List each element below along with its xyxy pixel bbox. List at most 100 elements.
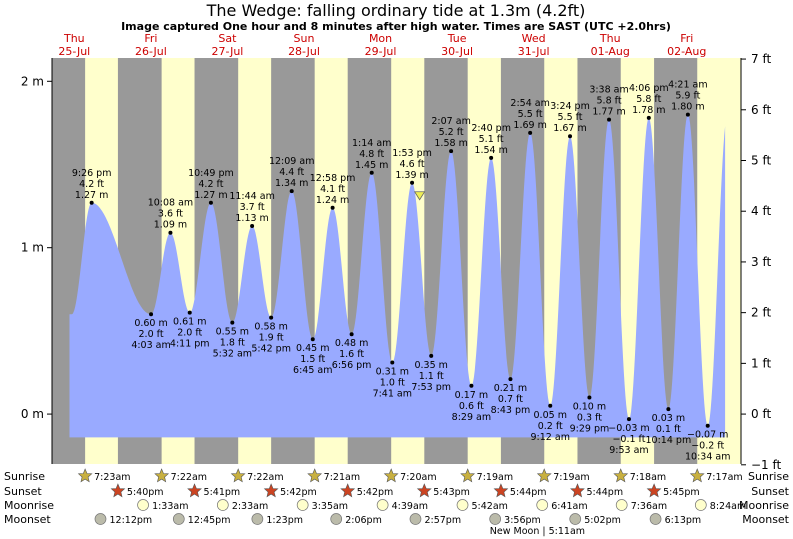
day-name: Thu xyxy=(599,32,621,45)
tide-m-label: 1.24 m xyxy=(316,195,349,206)
sunrise-time: 7:19am xyxy=(477,472,513,483)
moonset-time: 5:02pm xyxy=(584,515,621,526)
tide-m-label: 0.45 m xyxy=(296,343,329,354)
tide-ft-label: 4.4 ft xyxy=(279,167,304,178)
tide-point xyxy=(528,130,533,135)
tide-m-label: 0.55 m xyxy=(216,327,249,338)
moonset-icon xyxy=(649,513,662,525)
moonrise-time: 8:24am xyxy=(710,501,746,512)
moonset-icon xyxy=(172,513,185,525)
day-date: 01-Aug xyxy=(591,45,630,58)
day-date: 02-Aug xyxy=(667,45,706,58)
tide-m-label: 1.13 m xyxy=(235,213,268,224)
tide-m-label: 0.61 m xyxy=(173,317,206,328)
left-tick-label: 1 m xyxy=(21,241,44,255)
tide-ft-label: −0.2 ft xyxy=(691,441,724,452)
day-date: 27-Jul xyxy=(212,45,244,58)
sunset-time: 5:44pm xyxy=(586,487,623,498)
tide-point xyxy=(666,407,671,412)
tide-m-label: 1.45 m xyxy=(355,160,388,171)
moonset-icon xyxy=(569,513,582,525)
sunrise-icon xyxy=(460,468,476,483)
right-tick-label: 3 ft xyxy=(751,255,771,269)
tide-ft-label: 4.2 ft xyxy=(198,179,223,190)
right-tick-label: 7 ft xyxy=(751,52,771,66)
tide-ft-label: 0.1 ft xyxy=(656,424,681,435)
tide-point xyxy=(607,117,612,122)
day-date: 26-Jul xyxy=(135,45,167,58)
tide-time-label: 4:03 am xyxy=(131,340,170,351)
moonrise-icon xyxy=(456,499,469,511)
sunrise-icon xyxy=(613,468,629,483)
tide-point xyxy=(508,377,513,382)
tide-point xyxy=(289,189,294,194)
right-tick-label: 1 ft xyxy=(751,356,771,370)
sunset-time: 5:42pm xyxy=(357,487,394,498)
tide-ft-label: 0.3 ft xyxy=(577,412,602,423)
tide-m-label: 0.31 m xyxy=(376,367,409,378)
tide-ft-label: 4.8 ft xyxy=(359,149,384,160)
row-label-right-moonset: Moonset xyxy=(742,513,789,526)
moonrise-icon xyxy=(615,499,628,511)
day-date: 31-Jul xyxy=(518,45,550,58)
day-date: 28-Jul xyxy=(288,45,320,58)
day-date: 29-Jul xyxy=(365,45,397,58)
row-label-sunrise: Sunrise xyxy=(4,470,45,483)
tide-time-label: 9:26 pm xyxy=(72,168,112,179)
tide-m-label: 1.58 m xyxy=(434,138,467,149)
tide-ft-label: 1.0 ft xyxy=(380,378,405,389)
tide-ft-label: 3.6 ft xyxy=(158,209,183,220)
tide-m-label: 0.21 m xyxy=(494,383,527,394)
sunset-time: 5:44pm xyxy=(510,487,547,498)
chart-title: The Wedge: falling ordinary tide at 1.3m… xyxy=(206,1,586,20)
moonrise-time: 7:36am xyxy=(631,501,667,512)
row-label-sunset: Sunset xyxy=(4,485,42,498)
sunrise-time: 7:22am xyxy=(171,472,207,483)
tide-ft-label: 2.0 ft xyxy=(177,328,202,339)
tide-time-label: 1:14 am xyxy=(352,138,391,149)
sunset-time: 5:42pm xyxy=(280,487,317,498)
tide-time-label: 5:32 am xyxy=(213,349,252,360)
tide-ft-label: 5.8 ft xyxy=(597,96,622,107)
right-tick-label: 6 ft xyxy=(751,103,771,117)
tide-point xyxy=(587,395,592,400)
chart-subtitle: Image captured One hour and 8 minutes af… xyxy=(121,20,671,33)
tide-ft-label: 5.2 ft xyxy=(439,127,464,138)
day-name: Fri xyxy=(144,32,157,45)
tide-ft-label: 1.8 ft xyxy=(220,338,245,349)
day-name: Wed xyxy=(522,32,546,45)
tide-time-label: 11:44 am xyxy=(229,191,274,202)
moonset-time: 3:56pm xyxy=(504,515,541,526)
tide-m-label: 0.17 m xyxy=(455,390,488,401)
moonset-icon xyxy=(409,513,422,525)
current-level-marker xyxy=(413,191,426,201)
sunrise-icon xyxy=(154,468,170,483)
tide-time-label: 8:43 pm xyxy=(491,405,531,416)
tide-point xyxy=(410,180,415,185)
tide-m-label: 1.77 m xyxy=(592,107,625,118)
day-name: Thu xyxy=(63,32,85,45)
tide-point xyxy=(449,149,454,154)
sunrise-icon xyxy=(307,468,323,483)
tide-time-label: 12:09 am xyxy=(269,156,314,167)
tide-time-label: 6:45 am xyxy=(293,365,332,376)
tide-m-label: 0.05 m xyxy=(534,410,567,421)
tide-ft-label: 5.5 ft xyxy=(558,112,583,123)
moonrise-time: 3:35am xyxy=(312,501,348,512)
tide-ft-label: 3.7 ft xyxy=(240,202,265,213)
sunrise-icon xyxy=(689,468,705,483)
moonset-time: 6:13pm xyxy=(665,515,702,526)
moonrise-time: 4:39am xyxy=(392,501,428,512)
tide-time-label: 5:42 pm xyxy=(251,344,291,355)
tide-point xyxy=(269,315,274,320)
tide-time-label: 10:08 am xyxy=(148,198,193,209)
tide-ft-label: −0.1 ft xyxy=(612,434,645,445)
axes: 0 m 1 m 2 m −1 ft 0 ft 1 ft 2 ft 3 ft 4 ft 5 ft 6 … xyxy=(21,52,782,472)
tide-point xyxy=(330,205,335,210)
sunset-time: 5:41pm xyxy=(204,487,241,498)
tide-ft-label: 0.7 ft xyxy=(498,394,523,405)
sunset-icon xyxy=(263,483,279,498)
tide-time-label: 3:38 am xyxy=(589,85,628,96)
sunrise-time: 7:23am xyxy=(94,472,130,483)
